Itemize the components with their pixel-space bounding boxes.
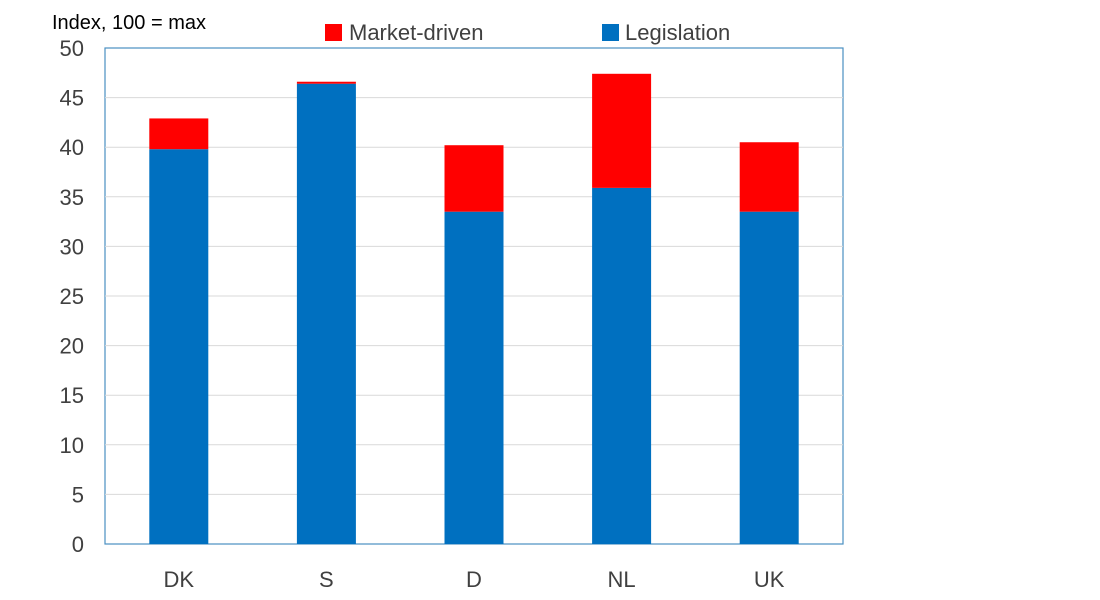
bar-market-driven-dk (149, 118, 209, 150)
bar-market-driven-uk (739, 142, 799, 212)
x-tick-label: S (319, 567, 334, 592)
legend-label-legislation: Legislation (625, 20, 730, 45)
y-tick-label: 25 (60, 284, 84, 309)
y-tick-label: 10 (60, 433, 84, 458)
y-tick-label: 35 (60, 185, 84, 210)
y-tick-label: 0 (72, 532, 84, 557)
legend: Market-driven Legislation (325, 20, 730, 45)
x-tick-label: UK (754, 567, 785, 592)
y-tick-label: 15 (60, 383, 84, 408)
y-axis-label: Index, 100 = max (52, 12, 206, 34)
y-tick-label: 5 (72, 482, 84, 507)
legend-swatch-legislation (602, 24, 619, 41)
bar-legislation-nl (592, 187, 652, 544)
legend-label-market-driven: Market-driven (349, 20, 483, 45)
y-tick-label: 50 (60, 36, 84, 61)
y-tick-label: 45 (60, 86, 84, 111)
bar-legislation-dk (149, 149, 209, 544)
bar-legislation-uk (739, 211, 799, 544)
y-tick-labels: 0 5 10 15 20 25 30 35 40 45 50 (60, 36, 84, 557)
y-tick-label: 30 (60, 234, 84, 259)
x-tick-label: D (466, 567, 482, 592)
y-tick-label: 40 (60, 135, 84, 160)
y-tick-label: 20 (60, 334, 84, 359)
bars (149, 73, 799, 544)
x-tick-labels: DK S D NL UK (164, 567, 785, 592)
bar-market-driven-s (296, 81, 356, 84)
bar-market-driven-nl (592, 73, 652, 188)
legend-swatch-market-driven (325, 24, 342, 41)
bar-legislation-d (444, 211, 504, 544)
gridlines (105, 97, 843, 495)
x-tick-label: NL (608, 567, 636, 592)
bar-legislation-s (296, 83, 356, 544)
x-tick-label: DK (164, 567, 195, 592)
bar-market-driven-d (444, 145, 504, 212)
